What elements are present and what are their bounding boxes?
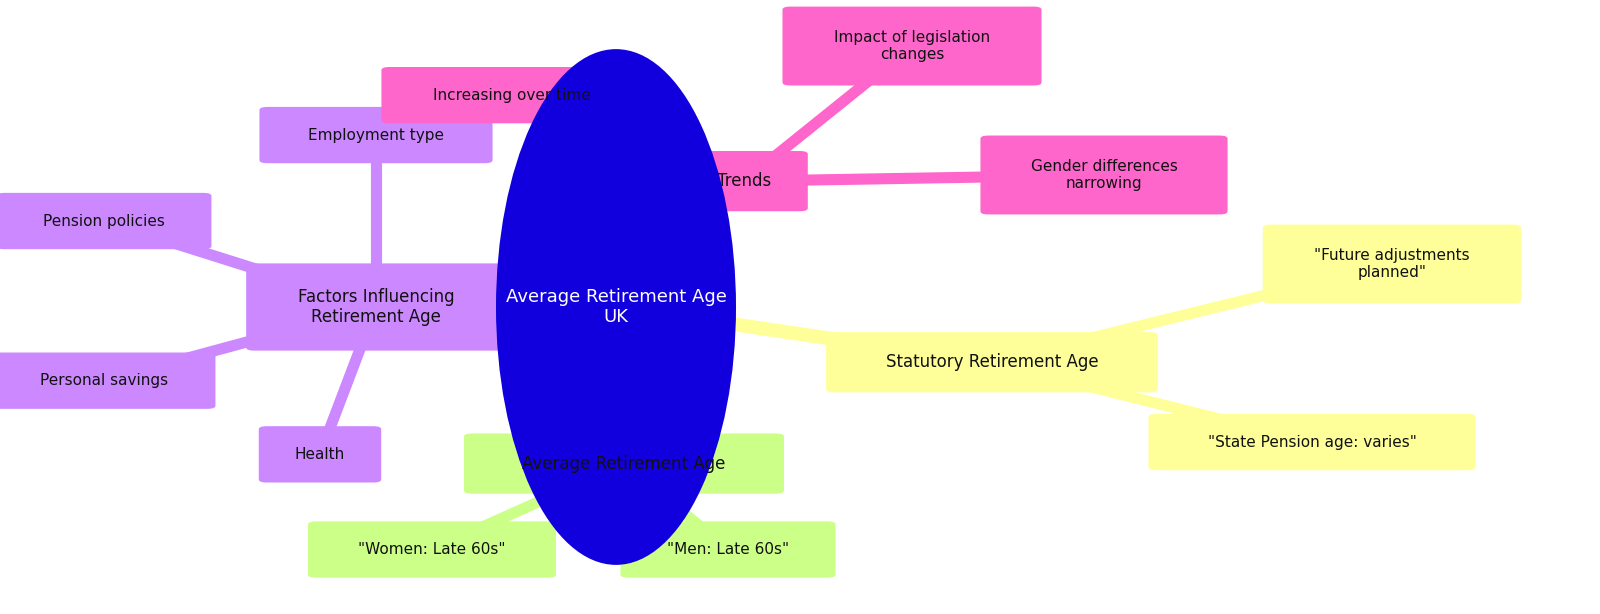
- FancyBboxPatch shape: [259, 426, 381, 483]
- Text: "Future adjustments
planned": "Future adjustments planned": [1314, 248, 1470, 280]
- Text: Impact of legislation
changes: Impact of legislation changes: [834, 30, 990, 62]
- FancyBboxPatch shape: [0, 352, 216, 409]
- FancyBboxPatch shape: [680, 151, 808, 211]
- Ellipse shape: [496, 49, 736, 565]
- FancyBboxPatch shape: [309, 521, 555, 578]
- FancyBboxPatch shape: [381, 67, 643, 123]
- FancyBboxPatch shape: [246, 263, 506, 351]
- Text: "Men: Late 60s": "Men: Late 60s": [667, 542, 789, 557]
- Text: Statutory Retirement Age: Statutory Retirement Age: [886, 353, 1098, 371]
- Text: Average Retirement Age
UK: Average Retirement Age UK: [506, 287, 726, 327]
- FancyBboxPatch shape: [782, 7, 1042, 85]
- FancyBboxPatch shape: [0, 193, 211, 249]
- FancyBboxPatch shape: [981, 136, 1227, 214]
- FancyBboxPatch shape: [464, 433, 784, 494]
- Text: Increasing over time: Increasing over time: [434, 88, 590, 103]
- Text: "State Pension age: varies": "State Pension age: varies": [1208, 435, 1416, 449]
- Text: Average Retirement Age: Average Retirement Age: [522, 454, 726, 473]
- Text: Gender differences
narrowing: Gender differences narrowing: [1030, 159, 1178, 191]
- FancyBboxPatch shape: [826, 332, 1158, 392]
- Text: Personal savings: Personal savings: [40, 373, 168, 388]
- Text: Health: Health: [294, 447, 346, 462]
- Text: Trends: Trends: [717, 172, 771, 190]
- Text: Pension policies: Pension policies: [43, 214, 165, 228]
- FancyBboxPatch shape: [1262, 225, 1522, 303]
- FancyBboxPatch shape: [259, 107, 493, 163]
- FancyBboxPatch shape: [621, 521, 835, 578]
- Text: Employment type: Employment type: [307, 128, 445, 142]
- FancyBboxPatch shape: [1149, 414, 1475, 470]
- Text: Factors Influencing
Retirement Age: Factors Influencing Retirement Age: [298, 287, 454, 327]
- Text: "Women: Late 60s": "Women: Late 60s": [358, 542, 506, 557]
